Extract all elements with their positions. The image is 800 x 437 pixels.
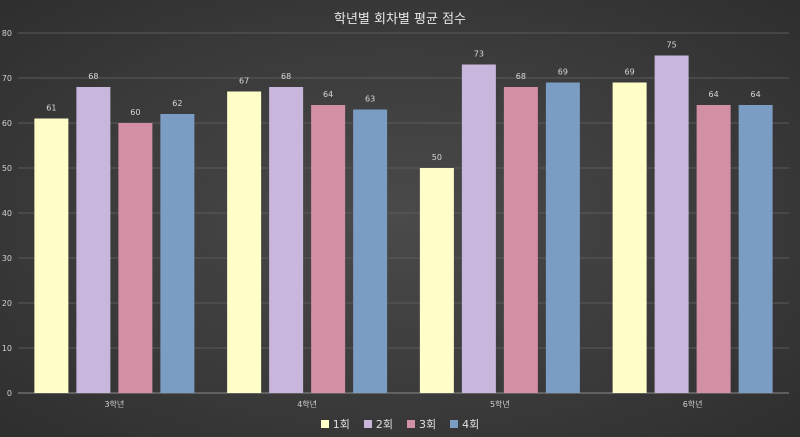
- legend-label: 3회: [419, 418, 437, 431]
- legend-label: 4회: [462, 418, 480, 431]
- x-tick-label: 6학년: [683, 399, 703, 409]
- y-tick-label: 20: [2, 299, 12, 308]
- x-tick-label: 3학년: [104, 399, 124, 409]
- x-tick-label: 4학년: [297, 399, 317, 409]
- legend-item: 3회: [407, 416, 436, 432]
- data-label: 68: [88, 72, 98, 81]
- data-label: 69: [558, 68, 568, 77]
- legend-label: 1회: [332, 418, 350, 431]
- bar: [696, 105, 731, 393]
- legend-item: 1회: [320, 416, 350, 432]
- bar: [118, 123, 153, 393]
- legend-label: 2회: [375, 418, 393, 431]
- bar: [269, 87, 304, 393]
- legend-swatch: [363, 420, 372, 428]
- chart-title: 학년별 회차별 평균 점수: [334, 12, 466, 27]
- bar: [738, 105, 773, 393]
- bar: [76, 87, 111, 393]
- bar: [227, 91, 262, 393]
- x-tick-label: 5학년: [490, 399, 510, 409]
- data-label: 69: [625, 68, 635, 77]
- data-label: 64: [751, 90, 761, 99]
- data-label: 50: [432, 153, 442, 162]
- legend-swatch: [320, 420, 329, 428]
- y-tick-label: 10: [2, 344, 12, 353]
- data-label: 64: [709, 90, 719, 99]
- data-label: 61: [46, 104, 56, 113]
- data-label: 68: [281, 72, 291, 81]
- bar: [34, 118, 69, 393]
- bar: [160, 114, 195, 393]
- data-label: 68: [516, 72, 526, 81]
- y-tick-label: 40: [2, 209, 12, 218]
- legend-item: 4회: [450, 416, 479, 432]
- bar: [461, 64, 496, 393]
- y-tick-label: 80: [2, 29, 12, 38]
- y-tick-label: 60: [2, 119, 12, 128]
- data-label: 62: [172, 99, 182, 108]
- y-tick-label: 30: [2, 254, 12, 263]
- bar: [311, 105, 346, 393]
- data-label: 63: [365, 95, 375, 104]
- bar: [612, 82, 647, 393]
- data-label: 64: [323, 90, 333, 99]
- y-tick-label: 0: [7, 389, 12, 398]
- bar: [353, 109, 388, 393]
- legend-swatch: [450, 420, 459, 428]
- data-label: 67: [239, 77, 249, 86]
- data-label: 73: [474, 50, 484, 59]
- data-label: 75: [667, 41, 677, 50]
- bar: [545, 82, 580, 393]
- bar: [654, 55, 689, 393]
- legend-swatch: [407, 420, 415, 428]
- y-tick-label: 70: [2, 74, 12, 83]
- bar: [503, 87, 538, 393]
- bar: [419, 168, 454, 393]
- chart-legend: 1회 2회 3회 4회: [0, 416, 800, 432]
- data-label: 60: [130, 108, 140, 117]
- legend-item: 2회: [363, 416, 393, 432]
- y-tick-label: 50: [2, 164, 12, 173]
